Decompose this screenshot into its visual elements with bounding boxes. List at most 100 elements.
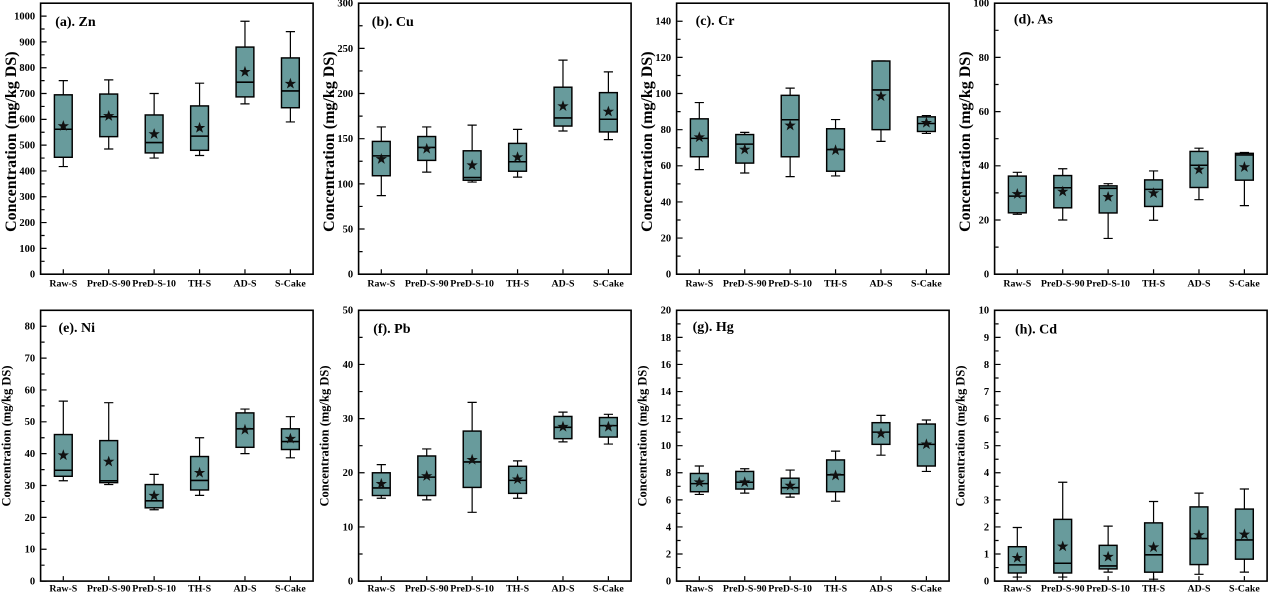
svg-text:70: 70 xyxy=(25,353,36,364)
svg-text:600: 600 xyxy=(19,115,35,126)
svg-text:Raw-S: Raw-S xyxy=(49,584,77,594)
svg-text:Concentration (mg/kg DS): Concentration (mg/kg DS) xyxy=(318,366,332,507)
svg-text:AD-S: AD-S xyxy=(869,584,893,594)
svg-text:S-Cake: S-Cake xyxy=(593,278,624,289)
svg-text:50: 50 xyxy=(343,224,354,235)
svg-text:PreD-S-90: PreD-S-90 xyxy=(87,278,131,289)
svg-text:(b). Cu: (b). Cu xyxy=(372,15,414,30)
svg-text:800: 800 xyxy=(19,63,35,74)
svg-text:1: 1 xyxy=(984,549,989,560)
svg-text:PreD-S-90: PreD-S-90 xyxy=(1041,278,1085,289)
svg-text:PreD-S-90: PreD-S-90 xyxy=(723,278,767,289)
svg-text:PreD-S-10: PreD-S-10 xyxy=(450,278,494,289)
svg-text:PreD-S-10: PreD-S-10 xyxy=(132,278,176,289)
svg-text:TH-S: TH-S xyxy=(824,584,848,594)
svg-text:PreD-S-10: PreD-S-10 xyxy=(450,584,494,594)
svg-text:PreD-S-90: PreD-S-90 xyxy=(1041,584,1085,594)
svg-text:AD-S: AD-S xyxy=(1187,584,1211,594)
svg-text:18: 18 xyxy=(661,333,672,344)
svg-text:Concentration (mg/kg DS): Concentration (mg/kg DS) xyxy=(321,51,338,231)
svg-text:100: 100 xyxy=(655,89,671,100)
svg-text:0: 0 xyxy=(348,270,353,281)
svg-text:Concentration (mg/kg DS): Concentration (mg/kg DS) xyxy=(639,51,656,231)
svg-text:9: 9 xyxy=(984,333,989,344)
svg-text:0: 0 xyxy=(30,270,35,281)
svg-text:Raw-S: Raw-S xyxy=(49,278,77,289)
svg-text:(h). Cd: (h). Cd xyxy=(1015,323,1057,338)
svg-text:Concentration (mg/kg DS): Concentration (mg/kg DS) xyxy=(0,366,14,507)
svg-text:10: 10 xyxy=(25,545,36,556)
svg-text:Raw-S: Raw-S xyxy=(1003,278,1031,289)
svg-text:150: 150 xyxy=(337,134,353,145)
svg-text:Concentration (mg/kg DS): Concentration (mg/kg DS) xyxy=(3,51,20,231)
svg-text:TH-S: TH-S xyxy=(824,278,848,289)
svg-text:300: 300 xyxy=(337,0,353,10)
svg-text:30: 30 xyxy=(25,481,36,492)
svg-text:Raw-S: Raw-S xyxy=(367,278,395,289)
svg-text:250: 250 xyxy=(337,44,353,55)
svg-text:AD-S: AD-S xyxy=(233,278,257,289)
svg-text:S-Cake: S-Cake xyxy=(593,584,624,594)
svg-text:AD-S: AD-S xyxy=(869,278,893,289)
svg-text:10: 10 xyxy=(661,441,672,452)
svg-text:60: 60 xyxy=(979,107,990,118)
svg-text:300: 300 xyxy=(19,192,35,203)
svg-text:900: 900 xyxy=(19,37,35,48)
svg-text:1000: 1000 xyxy=(14,12,35,23)
svg-text:TH-S: TH-S xyxy=(188,584,212,594)
svg-text:S-Cake: S-Cake xyxy=(275,278,306,289)
svg-text:Raw-S: Raw-S xyxy=(367,584,395,594)
svg-text:Raw-S: Raw-S xyxy=(1003,584,1031,594)
svg-text:(d). As: (d). As xyxy=(1014,13,1053,28)
svg-text:140: 140 xyxy=(655,17,671,28)
svg-text:20: 20 xyxy=(661,306,672,317)
svg-text:400: 400 xyxy=(19,166,35,177)
svg-text:S-Cake: S-Cake xyxy=(1229,278,1260,289)
svg-text:Raw-S: Raw-S xyxy=(685,278,713,289)
svg-text:20: 20 xyxy=(343,468,354,479)
svg-text:50: 50 xyxy=(343,306,354,317)
svg-text:(g). Hg: (g). Hg xyxy=(693,320,734,335)
svg-text:TH-S: TH-S xyxy=(506,278,530,289)
svg-text:PreD-S-90: PreD-S-90 xyxy=(723,584,767,594)
svg-text:PreD-S-90: PreD-S-90 xyxy=(405,584,449,594)
svg-text:10: 10 xyxy=(979,306,990,317)
svg-text:0: 0 xyxy=(984,577,989,588)
svg-text:AD-S: AD-S xyxy=(551,584,575,594)
svg-text:7: 7 xyxy=(984,387,989,398)
svg-text:10: 10 xyxy=(343,522,354,533)
svg-text:20: 20 xyxy=(979,215,990,226)
svg-text:80: 80 xyxy=(979,53,990,64)
svg-text:(a). Zn: (a). Zn xyxy=(55,15,96,30)
svg-text:Concentration (mg/kg DS): Concentration (mg/kg DS) xyxy=(954,366,968,507)
svg-text:TH-S: TH-S xyxy=(188,278,212,289)
svg-text:AD-S: AD-S xyxy=(551,278,575,289)
svg-text:PreD-S-90: PreD-S-90 xyxy=(87,584,131,594)
svg-text:500: 500 xyxy=(19,141,35,152)
svg-text:6: 6 xyxy=(666,495,671,506)
svg-text:Concentration (mg/kg DS): Concentration (mg/kg DS) xyxy=(636,366,650,507)
svg-text:30: 30 xyxy=(343,414,354,425)
svg-text:(e). Ni: (e). Ni xyxy=(59,321,96,336)
svg-text:8: 8 xyxy=(984,360,989,371)
svg-text:40: 40 xyxy=(979,161,990,172)
svg-text:100: 100 xyxy=(19,244,35,255)
svg-text:PreD-S-90: PreD-S-90 xyxy=(405,278,449,289)
svg-text:12: 12 xyxy=(661,414,672,425)
svg-text:(f). Pb: (f). Pb xyxy=(373,322,411,337)
svg-text:8: 8 xyxy=(666,468,671,479)
svg-text:Raw-S: Raw-S xyxy=(685,584,713,594)
svg-text:2: 2 xyxy=(984,522,989,533)
svg-text:TH-S: TH-S xyxy=(506,584,530,594)
svg-text:PreD-S-10: PreD-S-10 xyxy=(1086,278,1130,289)
svg-text:4: 4 xyxy=(666,522,672,533)
svg-text:700: 700 xyxy=(19,89,35,100)
svg-text:0: 0 xyxy=(984,270,989,281)
svg-text:S-Cake: S-Cake xyxy=(275,584,306,594)
svg-text:100: 100 xyxy=(337,179,353,190)
svg-text:3: 3 xyxy=(984,495,989,506)
svg-text:200: 200 xyxy=(337,89,353,100)
svg-text:0: 0 xyxy=(666,270,671,281)
svg-text:(c). Cr: (c). Cr xyxy=(696,14,735,29)
svg-text:6: 6 xyxy=(984,414,989,425)
